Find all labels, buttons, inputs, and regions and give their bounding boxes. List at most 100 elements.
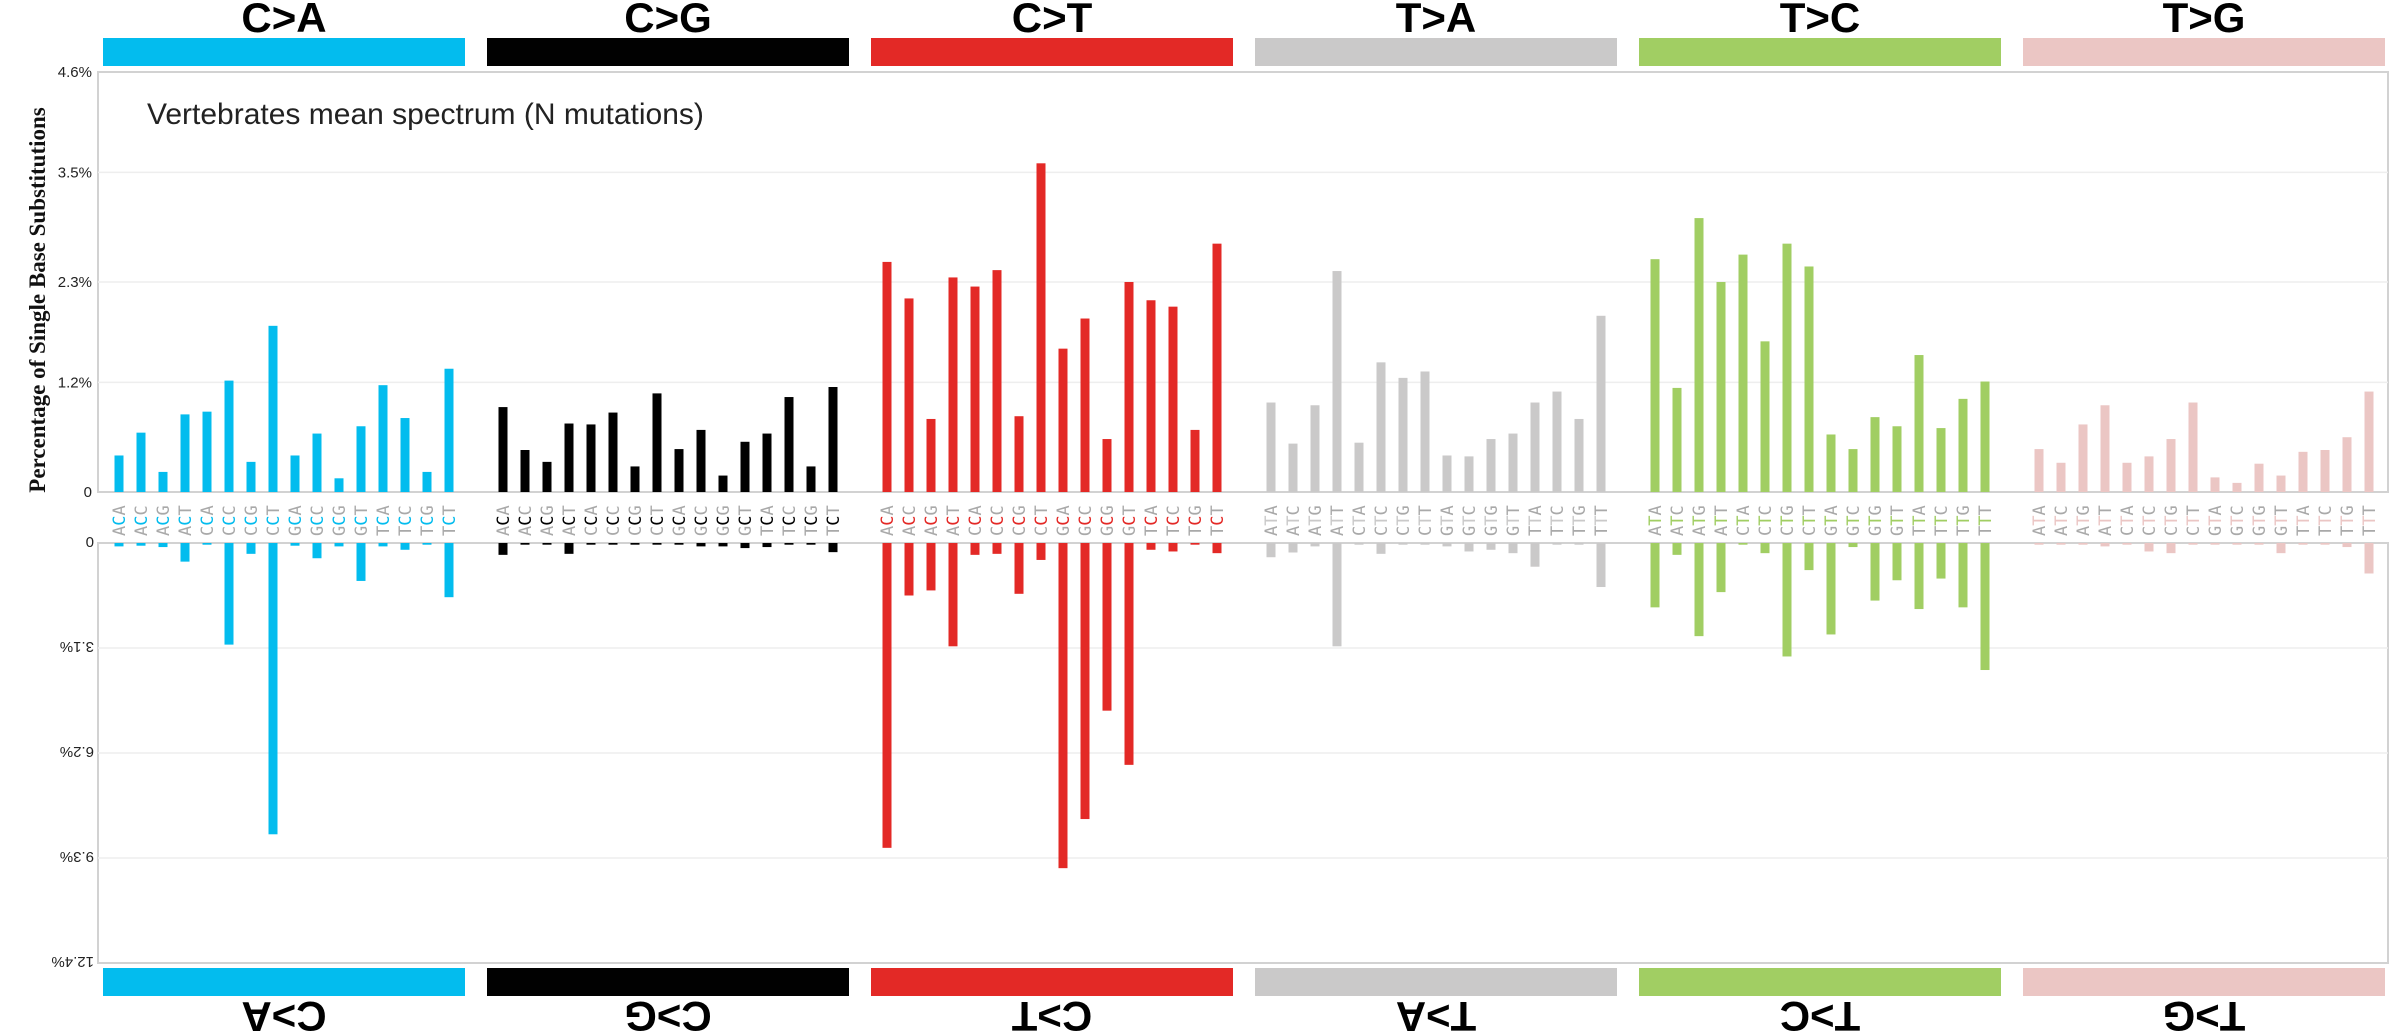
bar-top: [246, 461, 256, 492]
context-label-top: GTG: [1866, 505, 1886, 536]
bar-bottom: [2166, 543, 2176, 554]
context-label-top: CCA: [198, 505, 218, 536]
context-label-top: ATC: [2052, 505, 2072, 536]
bar-bottom: [224, 543, 234, 645]
bar-top: [2232, 482, 2242, 492]
bar-bottom: [1848, 543, 1858, 548]
bar-bottom: [114, 543, 124, 547]
context-label-top: TTG: [2338, 505, 2358, 536]
category-bar-bottom: [103, 968, 465, 996]
context-label-top: GCG: [1098, 505, 1118, 536]
context-label-top: GCC: [308, 505, 328, 536]
bar-top: [970, 286, 980, 492]
bar-bottom: [586, 543, 596, 545]
context-label-top: ATG: [1306, 505, 1326, 536]
bar-top: [948, 277, 958, 492]
context-label-top: GCG: [714, 505, 734, 536]
bar-bottom: [1672, 543, 1682, 555]
context-label-top: TTT: [1976, 505, 1996, 536]
bar-top: [268, 325, 278, 492]
bar-top: [1848, 449, 1858, 492]
bar-bottom: [1782, 543, 1792, 657]
context-label-top: GCA: [1054, 505, 1074, 536]
bar-bottom: [1574, 543, 1584, 545]
context-label-top: GTA: [1438, 505, 1458, 536]
bar-top: [2034, 449, 2044, 492]
bar-bottom: [246, 543, 256, 554]
bar-top: [608, 412, 618, 492]
category-label-bottom: T>A: [1396, 993, 1477, 1033]
bar-top: [2100, 405, 2110, 492]
bar-bottom: [806, 543, 816, 545]
bar-top: [136, 432, 146, 492]
bar-top: [1058, 348, 1068, 492]
context-label-top: CTC: [1756, 505, 1776, 536]
bar-bottom: [1530, 543, 1540, 567]
bar-top: [1574, 418, 1584, 492]
context-label-top: ATC: [1668, 505, 1688, 536]
bar-top: [444, 368, 454, 492]
bar-top: [2298, 451, 2308, 492]
context-label-top: GTT: [2272, 505, 2292, 536]
context-label-top: TTC: [1932, 505, 1952, 536]
bar-top: [1288, 443, 1298, 492]
grid: [98, 171, 2388, 859]
context-label-top: ATT: [2096, 505, 2116, 536]
bar-top: [1376, 362, 1386, 492]
bar-top: [2056, 462, 2066, 492]
bar-bottom: [1738, 543, 1748, 545]
bar-top: [1310, 405, 1320, 492]
context-label-top: ACA: [878, 505, 898, 536]
category-bars: C>A C>A C>G C>G C>T C>T T>A T>A T>C T>C T>G T>G: [103, 0, 2385, 1033]
bar-top: [740, 441, 750, 492]
bar-bottom: [1892, 543, 1902, 581]
bar-bottom: [1124, 543, 1134, 765]
bar-top: [1870, 417, 1880, 492]
bar-top: [1650, 259, 1660, 492]
bar-top: [1672, 387, 1682, 492]
context-label-top: CCG: [626, 505, 646, 536]
bar-top: [202, 411, 212, 492]
bar-top: [1486, 439, 1496, 492]
context-label-top: CCT: [648, 505, 668, 536]
bar-top: [422, 471, 432, 492]
bars: [114, 163, 2374, 869]
bar-bottom: [904, 543, 914, 596]
category-label-top: T>G: [2163, 0, 2246, 41]
context-label-top: ACG: [538, 505, 558, 536]
category-bar-bottom: [487, 968, 849, 996]
context-label-top: CTG: [1778, 505, 1798, 536]
top-y-tick-label: 2.3%: [58, 274, 92, 291]
bar-top: [356, 426, 366, 492]
context-label-top: ATT: [1328, 505, 1348, 536]
category-label-top: C>T: [1012, 0, 1093, 41]
context-label-top: CCA: [582, 505, 602, 536]
context-label-top: CCC: [220, 505, 240, 536]
bar-bottom: [1102, 543, 1112, 711]
bar-bottom: [2144, 543, 2154, 552]
bar-bottom: [136, 543, 146, 546]
bar-top: [334, 478, 344, 492]
context-label-top: ACT: [176, 505, 196, 536]
bar-top: [674, 449, 684, 492]
bar-bottom: [1508, 543, 1518, 554]
context-label-top: TTG: [1954, 505, 1974, 536]
bar-top: [542, 461, 552, 492]
context-label-top: CCA: [966, 505, 986, 536]
bar-bottom: [1694, 543, 1704, 637]
category-bar-top: [103, 38, 465, 66]
bar-top: [1530, 402, 1540, 492]
bar-bottom: [202, 543, 212, 545]
bar-bottom: [674, 543, 684, 545]
bar-top: [762, 433, 772, 492]
bottom-y-tick-label: 9.3%: [60, 848, 94, 865]
bar-bottom: [1310, 543, 1320, 547]
category-bar-top: [487, 38, 849, 66]
bar-bottom: [970, 543, 980, 555]
bar-top: [2210, 477, 2220, 492]
context-label-top: TCA: [1142, 505, 1162, 536]
bar-top: [498, 407, 508, 492]
bar-bottom: [1804, 543, 1814, 571]
bar-bottom: [1332, 543, 1342, 647]
context-label-top: ACC: [132, 505, 152, 536]
